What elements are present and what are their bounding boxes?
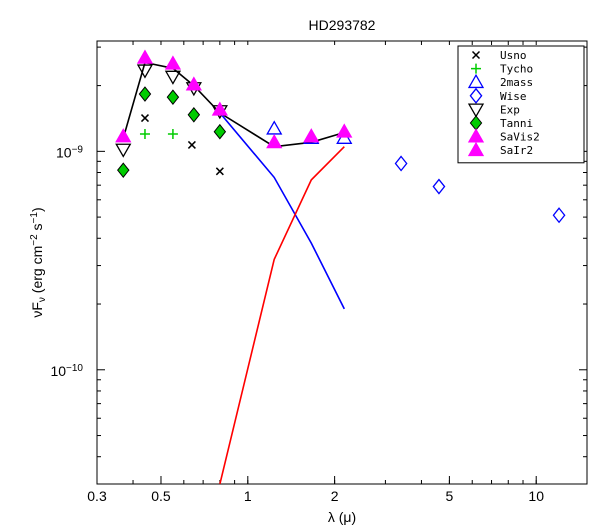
x-tick-label: 0.3 bbox=[87, 488, 107, 504]
x-tick-label: 10 bbox=[528, 488, 544, 504]
marker-sair2 bbox=[303, 128, 320, 143]
marker-tycho bbox=[167, 129, 178, 140]
legend-marker bbox=[467, 73, 485, 89]
legend-marker bbox=[467, 128, 485, 143]
legend-marker bbox=[471, 50, 481, 60]
marker-wise bbox=[432, 178, 446, 195]
marker-tanni bbox=[166, 89, 180, 105]
legend-label: SaIr2 bbox=[500, 144, 533, 157]
legend-marker bbox=[471, 63, 481, 74]
model-line bbox=[219, 146, 345, 484]
marker-sair2 bbox=[266, 133, 283, 149]
marker-savis2 bbox=[164, 55, 182, 70]
marker-usno bbox=[215, 167, 224, 176]
marker-tanni bbox=[213, 123, 227, 140]
x-tick-label: 2 bbox=[331, 488, 339, 504]
legend-marker bbox=[467, 141, 485, 157]
y-axis-label: νFν (erg cm−2 s−1) bbox=[29, 207, 48, 317]
marker-usno bbox=[187, 140, 196, 149]
legend-marker bbox=[469, 87, 483, 104]
marker-sair2 bbox=[336, 123, 353, 138]
marker-usno bbox=[140, 114, 150, 123]
marker-exp bbox=[136, 64, 154, 79]
legend-label: Tycho bbox=[500, 63, 533, 76]
marker-savis2 bbox=[185, 76, 202, 91]
legend-label: Usno bbox=[500, 49, 527, 62]
marker-savis2 bbox=[115, 128, 132, 143]
svg-text:νFν (erg cm−2 s−1): νFν (erg cm−2 s−1) bbox=[29, 207, 48, 317]
marker-savis2 bbox=[136, 49, 154, 64]
legend-label: Wise bbox=[500, 90, 527, 103]
y-tick-label: 10−9 bbox=[56, 144, 83, 161]
marker-tanni bbox=[117, 162, 130, 178]
marker-exp bbox=[164, 70, 182, 85]
data-markers bbox=[115, 49, 566, 224]
x-tick-label: 5 bbox=[445, 488, 453, 504]
marker-wise bbox=[552, 207, 566, 224]
legend-marker bbox=[467, 103, 485, 118]
marker-tanni bbox=[138, 86, 152, 102]
marker-tycho bbox=[139, 129, 150, 140]
marker-tanni bbox=[187, 106, 201, 123]
model-line bbox=[219, 112, 346, 310]
legend-label: 2mass bbox=[500, 76, 533, 89]
y-tick-label: 10−10 bbox=[50, 362, 83, 379]
x-tick-label: 0.5 bbox=[151, 488, 171, 504]
x-axis-label: λ (μ) bbox=[328, 509, 356, 525]
legend-label: SaVis2 bbox=[500, 131, 540, 144]
marker-2mass bbox=[266, 120, 283, 135]
legend-label: Exp bbox=[500, 103, 520, 116]
x-tick-label: 1 bbox=[244, 488, 252, 504]
legend-label: Tanni bbox=[500, 117, 533, 130]
chart-title: HD293782 bbox=[309, 17, 376, 33]
marker-wise bbox=[394, 155, 408, 172]
axis-ticks: 0.3 0.5 1 2 5 10 10−10 10−9 bbox=[50, 41, 587, 504]
marker-exp bbox=[115, 143, 132, 158]
marker-savis2 bbox=[211, 101, 228, 116]
